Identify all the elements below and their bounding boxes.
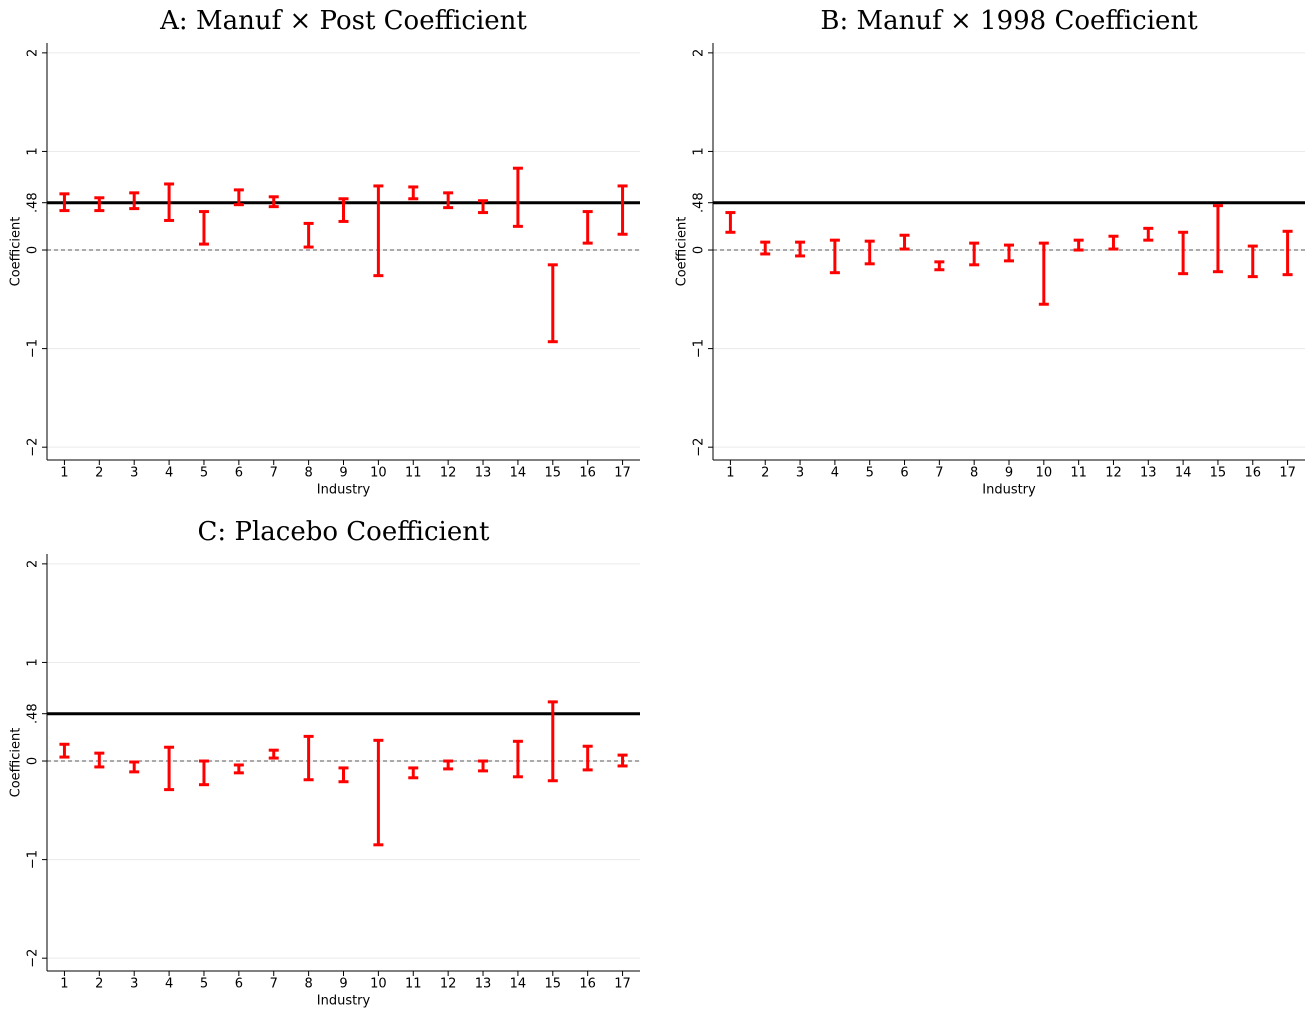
y-axis-label: Coefficient	[675, 217, 690, 287]
y-tick-label: −1	[26, 850, 41, 869]
x-tick-label: 9	[339, 466, 347, 481]
panel-title: C: Placebo Coefficient	[198, 517, 490, 547]
y-tick-label: −2	[692, 438, 707, 457]
x-tick-label: 15	[545, 466, 562, 481]
x-tick-label: 5	[866, 466, 874, 481]
x-tick-label: 17	[614, 466, 631, 481]
x-tick-label: 4	[165, 977, 173, 992]
x-tick-label: 1	[726, 466, 734, 481]
panel-title: B: Manuf × 1998 Coefficient	[820, 6, 1198, 36]
x-tick-label: 12	[440, 977, 457, 992]
x-tick-label: 7	[935, 466, 943, 481]
x-tick-label: 16	[1244, 466, 1261, 481]
y-tick-label: 2	[692, 49, 707, 57]
x-tick-label: 7	[270, 977, 278, 992]
y-tick-label: 1	[26, 147, 41, 155]
x-tick-label: 6	[900, 466, 908, 481]
y-tick-label: 2	[26, 49, 41, 57]
x-tick-label: 17	[1279, 466, 1296, 481]
x-tick-label: 15	[545, 977, 562, 992]
x-tick-label: 3	[130, 977, 138, 992]
x-tick-label: 9	[339, 977, 347, 992]
y-tick-label: 0	[26, 246, 41, 254]
y-tick-label: .48	[26, 703, 41, 724]
x-tick-label: 4	[831, 466, 839, 481]
x-tick-label: 2	[95, 977, 103, 992]
x-tick-label: 14	[510, 977, 527, 992]
y-tick-label: 1	[26, 658, 41, 666]
x-tick-label: 17	[614, 977, 631, 992]
x-tick-label: 16	[579, 977, 596, 992]
x-tick-label: 6	[235, 466, 243, 481]
x-tick-label: 5	[200, 977, 208, 992]
x-tick-label: 10	[370, 977, 387, 992]
x-tick-label: 6	[235, 977, 243, 992]
x-tick-label: 3	[796, 466, 804, 481]
x-tick-label: 13	[1140, 466, 1157, 481]
y-tick-label: −2	[26, 949, 41, 968]
x-tick-label: 12	[1105, 466, 1122, 481]
x-tick-label: 8	[970, 466, 978, 481]
y-axis-label: Coefficient	[9, 728, 24, 798]
y-axis-label: Coefficient	[9, 217, 24, 287]
x-axis-label: Industry	[982, 483, 1036, 498]
y-tick-label: −1	[692, 339, 707, 358]
x-axis-label: Industry	[317, 483, 371, 498]
x-tick-label: 9	[1005, 466, 1013, 481]
x-tick-label: 12	[440, 466, 457, 481]
x-tick-label: 3	[130, 466, 138, 481]
x-tick-label: 14	[510, 466, 527, 481]
x-tick-label: 1	[60, 977, 68, 992]
y-tick-label: 2	[26, 560, 41, 568]
x-tick-label: 13	[475, 977, 492, 992]
panel-title: A: Manuf × Post Coefficient	[159, 6, 527, 36]
x-tick-label: 8	[304, 466, 312, 481]
x-tick-label: 5	[200, 466, 208, 481]
y-tick-label: .48	[692, 192, 707, 213]
x-tick-label: 11	[1070, 466, 1087, 481]
x-tick-label: 10	[1036, 466, 1053, 481]
x-tick-label: 7	[270, 466, 278, 481]
y-tick-label: 0	[26, 757, 41, 765]
x-tick-label: 8	[304, 977, 312, 992]
x-tick-label: 4	[165, 466, 173, 481]
x-tick-label: 16	[579, 466, 596, 481]
x-tick-label: 10	[370, 466, 387, 481]
x-tick-label: 14	[1175, 466, 1192, 481]
x-tick-label: 11	[405, 977, 422, 992]
y-tick-label: 0	[692, 246, 707, 254]
x-tick-label: 1	[60, 466, 68, 481]
x-axis-label: Industry	[317, 994, 371, 1009]
x-tick-label: 13	[475, 466, 492, 481]
x-tick-label: 2	[95, 466, 103, 481]
y-tick-label: −2	[26, 438, 41, 457]
x-tick-label: 11	[405, 466, 422, 481]
x-tick-label: 15	[1210, 466, 1227, 481]
y-tick-label: 1	[692, 147, 707, 155]
y-tick-label: .48	[26, 192, 41, 213]
x-tick-label: 2	[761, 466, 769, 481]
y-tick-label: −1	[26, 339, 41, 358]
